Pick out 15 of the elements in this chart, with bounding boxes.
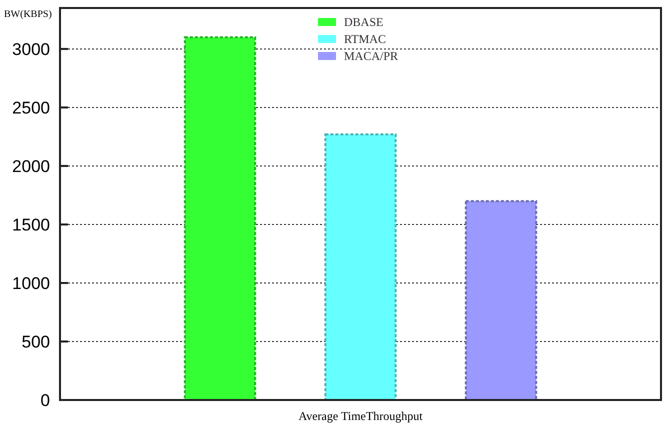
legend-label: MACA/PR	[344, 49, 398, 63]
bar	[184, 36, 256, 401]
y-tick-label: 2000	[12, 156, 50, 176]
y-tick-label: 1000	[12, 274, 50, 293]
y-tick-label: 1500	[12, 215, 50, 234]
y-tick-label: 2500	[12, 98, 50, 118]
x-axis-title: Average TimeThroughput	[298, 409, 424, 423]
y-tick-label: 500	[22, 332, 50, 352]
legend-label: DBASE	[344, 15, 384, 29]
bar	[324, 133, 397, 401]
y-tick-label: 0	[40, 390, 50, 410]
y-axis-title: BW(KBPS)	[4, 9, 52, 20]
legend-label: RTMAC	[344, 32, 386, 46]
y-tick-label: 3000	[12, 40, 50, 59]
bar	[464, 200, 538, 401]
